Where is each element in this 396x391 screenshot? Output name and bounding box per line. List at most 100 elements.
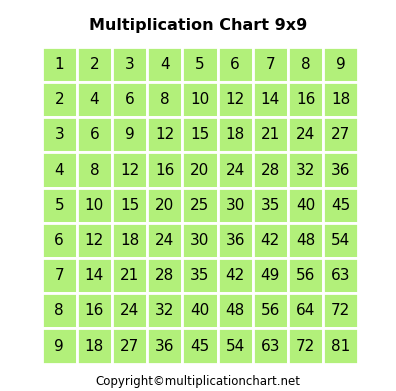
- Bar: [217, 293, 253, 328]
- Text: 18: 18: [120, 233, 139, 248]
- Bar: [147, 152, 183, 188]
- Bar: [323, 293, 358, 328]
- Bar: [323, 223, 358, 258]
- Text: 21: 21: [120, 268, 139, 283]
- Text: 15: 15: [190, 127, 209, 142]
- Bar: [253, 188, 288, 223]
- Text: 20: 20: [155, 198, 174, 213]
- Text: 18: 18: [331, 92, 350, 107]
- Text: 30: 30: [190, 233, 209, 248]
- Bar: [217, 117, 253, 152]
- Bar: [217, 188, 253, 223]
- Bar: [253, 82, 288, 117]
- Bar: [288, 328, 323, 364]
- Text: 25: 25: [190, 198, 209, 213]
- Bar: [288, 258, 323, 293]
- Text: 54: 54: [226, 339, 245, 353]
- Bar: [112, 117, 147, 152]
- Text: 27: 27: [120, 339, 139, 353]
- Bar: [42, 82, 77, 117]
- Text: 2: 2: [54, 92, 64, 107]
- Text: 1: 1: [54, 57, 64, 72]
- Text: Copyright©multiplicationchart.net: Copyright©multiplicationchart.net: [95, 375, 301, 388]
- Bar: [183, 293, 217, 328]
- Bar: [183, 188, 217, 223]
- Text: 18: 18: [85, 339, 104, 353]
- Text: 8: 8: [89, 163, 99, 178]
- Text: 4: 4: [160, 57, 169, 72]
- Text: 36: 36: [155, 339, 175, 353]
- Text: 16: 16: [296, 92, 315, 107]
- Bar: [323, 47, 358, 82]
- Text: 28: 28: [261, 163, 280, 178]
- Bar: [323, 152, 358, 188]
- Text: 24: 24: [226, 163, 245, 178]
- Text: 5: 5: [54, 198, 64, 213]
- Text: 45: 45: [331, 198, 350, 213]
- Bar: [288, 117, 323, 152]
- Text: 12: 12: [155, 127, 174, 142]
- Text: 20: 20: [190, 163, 209, 178]
- Text: 56: 56: [261, 303, 280, 318]
- Text: 72: 72: [331, 303, 350, 318]
- Text: 24: 24: [120, 303, 139, 318]
- Text: 40: 40: [190, 303, 209, 318]
- Text: 4: 4: [89, 92, 99, 107]
- Bar: [217, 258, 253, 293]
- Bar: [183, 47, 217, 82]
- Text: 18: 18: [226, 127, 245, 142]
- Text: 24: 24: [296, 127, 315, 142]
- Text: 49: 49: [261, 268, 280, 283]
- Bar: [112, 223, 147, 258]
- Text: 6: 6: [230, 57, 240, 72]
- Bar: [217, 152, 253, 188]
- Text: 12: 12: [120, 163, 139, 178]
- Text: 3: 3: [125, 57, 135, 72]
- Text: 9: 9: [125, 127, 135, 142]
- Bar: [253, 328, 288, 364]
- Text: 35: 35: [190, 268, 209, 283]
- Bar: [77, 152, 112, 188]
- Bar: [253, 117, 288, 152]
- Text: 30: 30: [225, 198, 245, 213]
- Text: 64: 64: [296, 303, 315, 318]
- Bar: [42, 47, 77, 82]
- Bar: [183, 223, 217, 258]
- Bar: [77, 117, 112, 152]
- Bar: [77, 82, 112, 117]
- Bar: [147, 188, 183, 223]
- Bar: [323, 82, 358, 117]
- Bar: [253, 152, 288, 188]
- Bar: [253, 223, 288, 258]
- Text: 6: 6: [125, 92, 135, 107]
- Bar: [323, 188, 358, 223]
- Text: 6: 6: [89, 127, 99, 142]
- Text: 2: 2: [89, 57, 99, 72]
- Text: 16: 16: [85, 303, 104, 318]
- Text: 54: 54: [331, 233, 350, 248]
- Bar: [42, 293, 77, 328]
- Bar: [288, 152, 323, 188]
- Bar: [77, 47, 112, 82]
- Bar: [77, 188, 112, 223]
- Bar: [183, 258, 217, 293]
- Bar: [77, 258, 112, 293]
- Text: 27: 27: [331, 127, 350, 142]
- Bar: [253, 47, 288, 82]
- Text: 3: 3: [54, 127, 64, 142]
- Bar: [288, 47, 323, 82]
- Text: 5: 5: [195, 57, 205, 72]
- Text: 32: 32: [296, 163, 315, 178]
- Bar: [42, 328, 77, 364]
- Text: 21: 21: [261, 127, 280, 142]
- Bar: [183, 328, 217, 364]
- Text: 4: 4: [54, 163, 64, 178]
- Text: 9: 9: [336, 57, 346, 72]
- Bar: [323, 117, 358, 152]
- Bar: [183, 152, 217, 188]
- Bar: [42, 117, 77, 152]
- Bar: [147, 117, 183, 152]
- Text: 63: 63: [331, 268, 350, 283]
- Bar: [77, 293, 112, 328]
- Text: 42: 42: [261, 233, 280, 248]
